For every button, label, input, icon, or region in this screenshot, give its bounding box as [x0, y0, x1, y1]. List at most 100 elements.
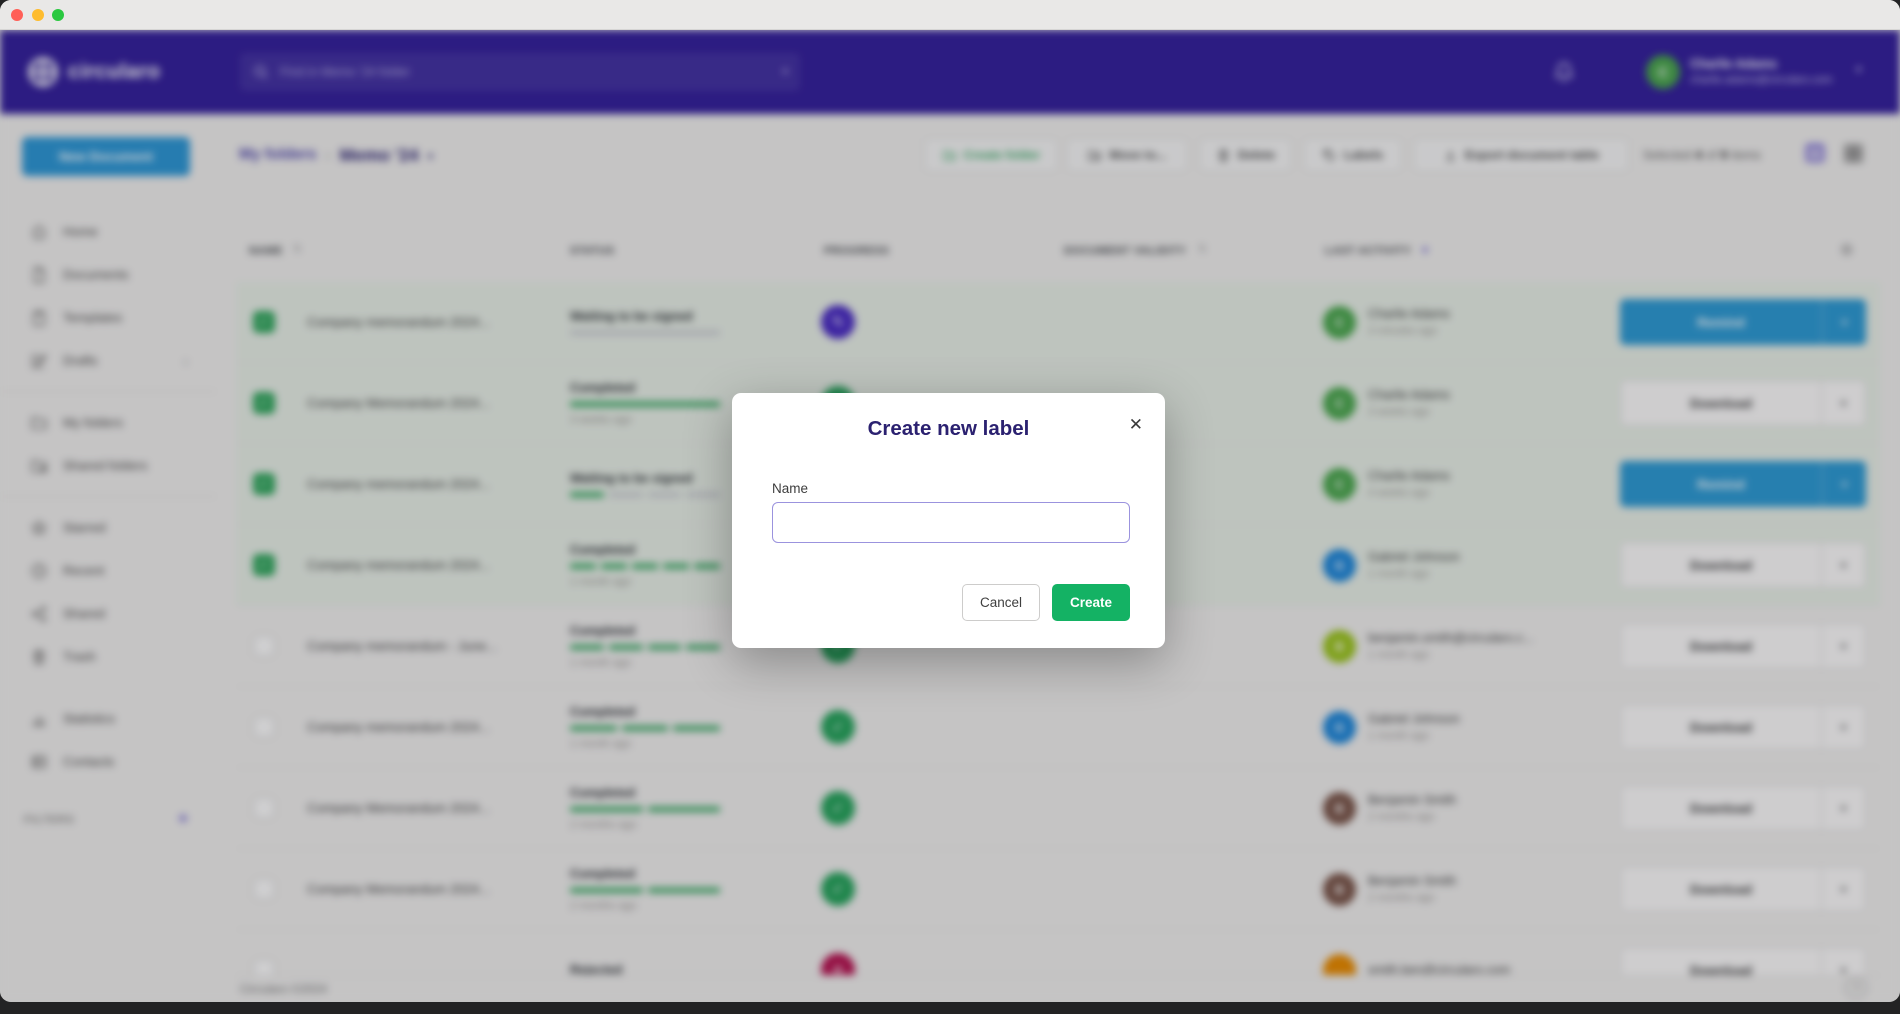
search-scope-caret-icon[interactable]: ▾	[782, 66, 788, 78]
new-document-button[interactable]: New Document	[22, 137, 190, 176]
document-name[interactable]: Company Memorandum 2024...	[307, 800, 490, 816]
column-header-progress[interactable]: PROGRESS	[824, 245, 890, 257]
folder-menu-caret-icon[interactable]: ▾	[427, 151, 434, 163]
label-name-input[interactable]	[772, 502, 1130, 543]
search-input[interactable]	[280, 53, 760, 91]
document-name[interactable]: Company Memorandum 2024...	[307, 395, 490, 411]
create-button[interactable]: Create	[1052, 584, 1130, 621]
document-name[interactable]: Company memorandum 2024...	[307, 557, 490, 573]
action-label[interactable]: Download	[1689, 800, 1753, 816]
row-checkbox[interactable]	[253, 959, 275, 975]
column-header-last-activity[interactable]: LAST ACTIVITY	[1325, 245, 1412, 257]
search-bar[interactable]: ▾	[240, 53, 800, 91]
action-label[interactable]: Remind	[1697, 314, 1745, 330]
sidebar-item-contacts[interactable]: Contacts	[0, 740, 216, 783]
grid-view-toggle-icon[interactable]	[1843, 143, 1864, 164]
sidebar-item-templates[interactable]: Templates	[0, 296, 216, 339]
notifications-bell-icon[interactable]	[1552, 60, 1576, 84]
download-button[interactable]: Download ▾	[1620, 785, 1866, 831]
help-icon[interactable]: ?	[1845, 977, 1867, 999]
row-checkbox[interactable]: ✓	[253, 554, 275, 576]
column-settings-gear-icon[interactable]: ⚙	[1840, 242, 1854, 259]
action-dropdown-caret-icon[interactable]: ▾	[1821, 624, 1865, 668]
row-checkbox[interactable]	[253, 797, 275, 819]
download-button[interactable]: Download ▾	[1620, 542, 1866, 588]
user-menu-caret-icon[interactable]: ▾	[1856, 64, 1862, 76]
action-dropdown-caret-icon[interactable]: ▾	[1821, 381, 1865, 425]
action-dropdown-caret-icon[interactable]: ▾	[1821, 948, 1865, 975]
table-view-toggle-icon[interactable]	[1803, 141, 1827, 165]
sidebar-item-starred[interactable]: Starred	[0, 506, 216, 549]
column-header-document-validity[interactable]: DOCUMENT VALIDITY	[1064, 245, 1187, 257]
sidebar-item-recent[interactable]: Recent	[0, 549, 216, 592]
row-checkbox[interactable]: ✓	[253, 392, 275, 414]
logo-text[interactable]: circularo	[68, 60, 161, 83]
action-label[interactable]: Download	[1689, 962, 1753, 976]
cancel-button[interactable]: Cancel	[962, 584, 1040, 621]
document-name[interactable]: Company memorandum 2024...	[307, 314, 490, 330]
toolbar-button-delete[interactable]: Delete	[1199, 138, 1292, 172]
remind-button[interactable]: Remind ▾	[1620, 299, 1866, 345]
sidebar-item-trash[interactable]: Trash	[0, 635, 216, 678]
row-checkbox[interactable]	[253, 716, 275, 738]
sidebar-item-my-folders[interactable]: My folders	[0, 401, 216, 444]
table-row[interactable]: Company Memorandum 2024... Completed 2 m…	[236, 849, 1880, 930]
toolbar-button-export-document-table[interactable]: Export document table	[1413, 138, 1629, 172]
progress-bar	[570, 563, 720, 569]
toolbar-button-move-to[interactable]: Move to...	[1066, 138, 1188, 172]
remind-button[interactable]: Remind ▾	[1620, 461, 1866, 507]
add-filter-icon[interactable]: +	[178, 809, 188, 828]
download-button[interactable]: Download ▾	[1620, 380, 1866, 426]
action-label[interactable]: Download	[1689, 881, 1753, 897]
column-header-status[interactable]: STATUS	[570, 245, 615, 257]
action-label[interactable]: Download	[1689, 395, 1753, 411]
sidebar-item-documents[interactable]: Documents	[0, 253, 216, 296]
sidebar-item-home[interactable]: Home	[0, 210, 216, 253]
document-name[interactable]: Company memorandum 2024...	[307, 476, 490, 492]
user-avatar[interactable]: C	[1646, 55, 1680, 89]
column-header-name[interactable]: NAME	[249, 245, 283, 257]
action-label[interactable]: Remind	[1697, 476, 1745, 492]
action-dropdown-caret-icon[interactable]: ▾	[1821, 705, 1865, 749]
sort-icon[interactable]: ⇅	[293, 244, 302, 255]
document-name[interactable]: Company Memorandum 2024...	[307, 881, 490, 897]
row-checkbox[interactable]: ✓	[253, 311, 275, 333]
action-dropdown-caret-icon[interactable]: ▾	[1821, 543, 1865, 587]
row-checkbox[interactable]: ✓	[253, 473, 275, 495]
document-name[interactable]: Company memorandum - June...	[307, 638, 498, 654]
action-dropdown-caret-icon[interactable]: ▾	[1822, 299, 1866, 345]
action-label[interactable]: Download	[1689, 557, 1753, 573]
sidebar-item-statistics[interactable]: Statistics	[0, 697, 216, 740]
toolbar-button-create-folder[interactable]: Create folder	[924, 138, 1058, 172]
sidebar-item-shared[interactable]: Shared	[0, 592, 216, 635]
row-checkbox[interactable]	[253, 878, 275, 900]
row-checkbox[interactable]	[253, 635, 275, 657]
action-label[interactable]: Download	[1689, 638, 1753, 654]
table-row[interactable]: Company Memorandum 2024... Completed 2 m…	[236, 768, 1880, 849]
action-dropdown-caret-icon[interactable]: ▾	[1822, 461, 1866, 507]
action-dropdown-caret-icon[interactable]: ▾	[1821, 786, 1865, 830]
activity-user: benjamin.smith@circularo.c...	[1368, 631, 1534, 645]
sidebar-item-drafts[interactable]: Drafts ›	[0, 339, 216, 382]
download-button[interactable]: Download ▾	[1620, 866, 1866, 912]
sort-icon[interactable]: ⇅	[1198, 244, 1207, 255]
action-label[interactable]: Download	[1689, 719, 1753, 735]
download-button[interactable]: Download ▾	[1620, 623, 1866, 669]
traffic-light-minimize-icon[interactable]	[32, 9, 44, 21]
table-row[interactable]: Company memorandum 2024... Completed 1 m…	[236, 687, 1880, 768]
action-dropdown-caret-icon[interactable]: ▾	[1821, 867, 1865, 911]
table-row[interactable]: Rejected ✕ smith.ben@circularo.com Downl…	[236, 930, 1880, 975]
sort-desc-icon[interactable]: ▾	[1422, 243, 1429, 257]
circularo-logo-icon[interactable]	[26, 55, 60, 89]
download-button[interactable]: Download ▾	[1620, 704, 1866, 750]
traffic-light-close-icon[interactable]	[11, 9, 23, 21]
table-row[interactable]: ✓ Company memorandum 2024... Waiting to …	[236, 282, 1880, 363]
close-icon[interactable]: ✕	[1128, 415, 1143, 434]
download-button[interactable]: Download ▾	[1620, 947, 1866, 975]
breadcrumb-current-folder[interactable]: Memo '24	[339, 144, 419, 165]
traffic-light-zoom-icon[interactable]	[52, 9, 64, 21]
document-name[interactable]: Company memorandum 2024...	[307, 719, 490, 735]
sidebar-item-shared-folders[interactable]: Shared folders	[0, 444, 216, 487]
breadcrumb-parent[interactable]: My folders	[239, 146, 317, 163]
toolbar-button-labels[interactable]: Labels	[1303, 138, 1402, 172]
